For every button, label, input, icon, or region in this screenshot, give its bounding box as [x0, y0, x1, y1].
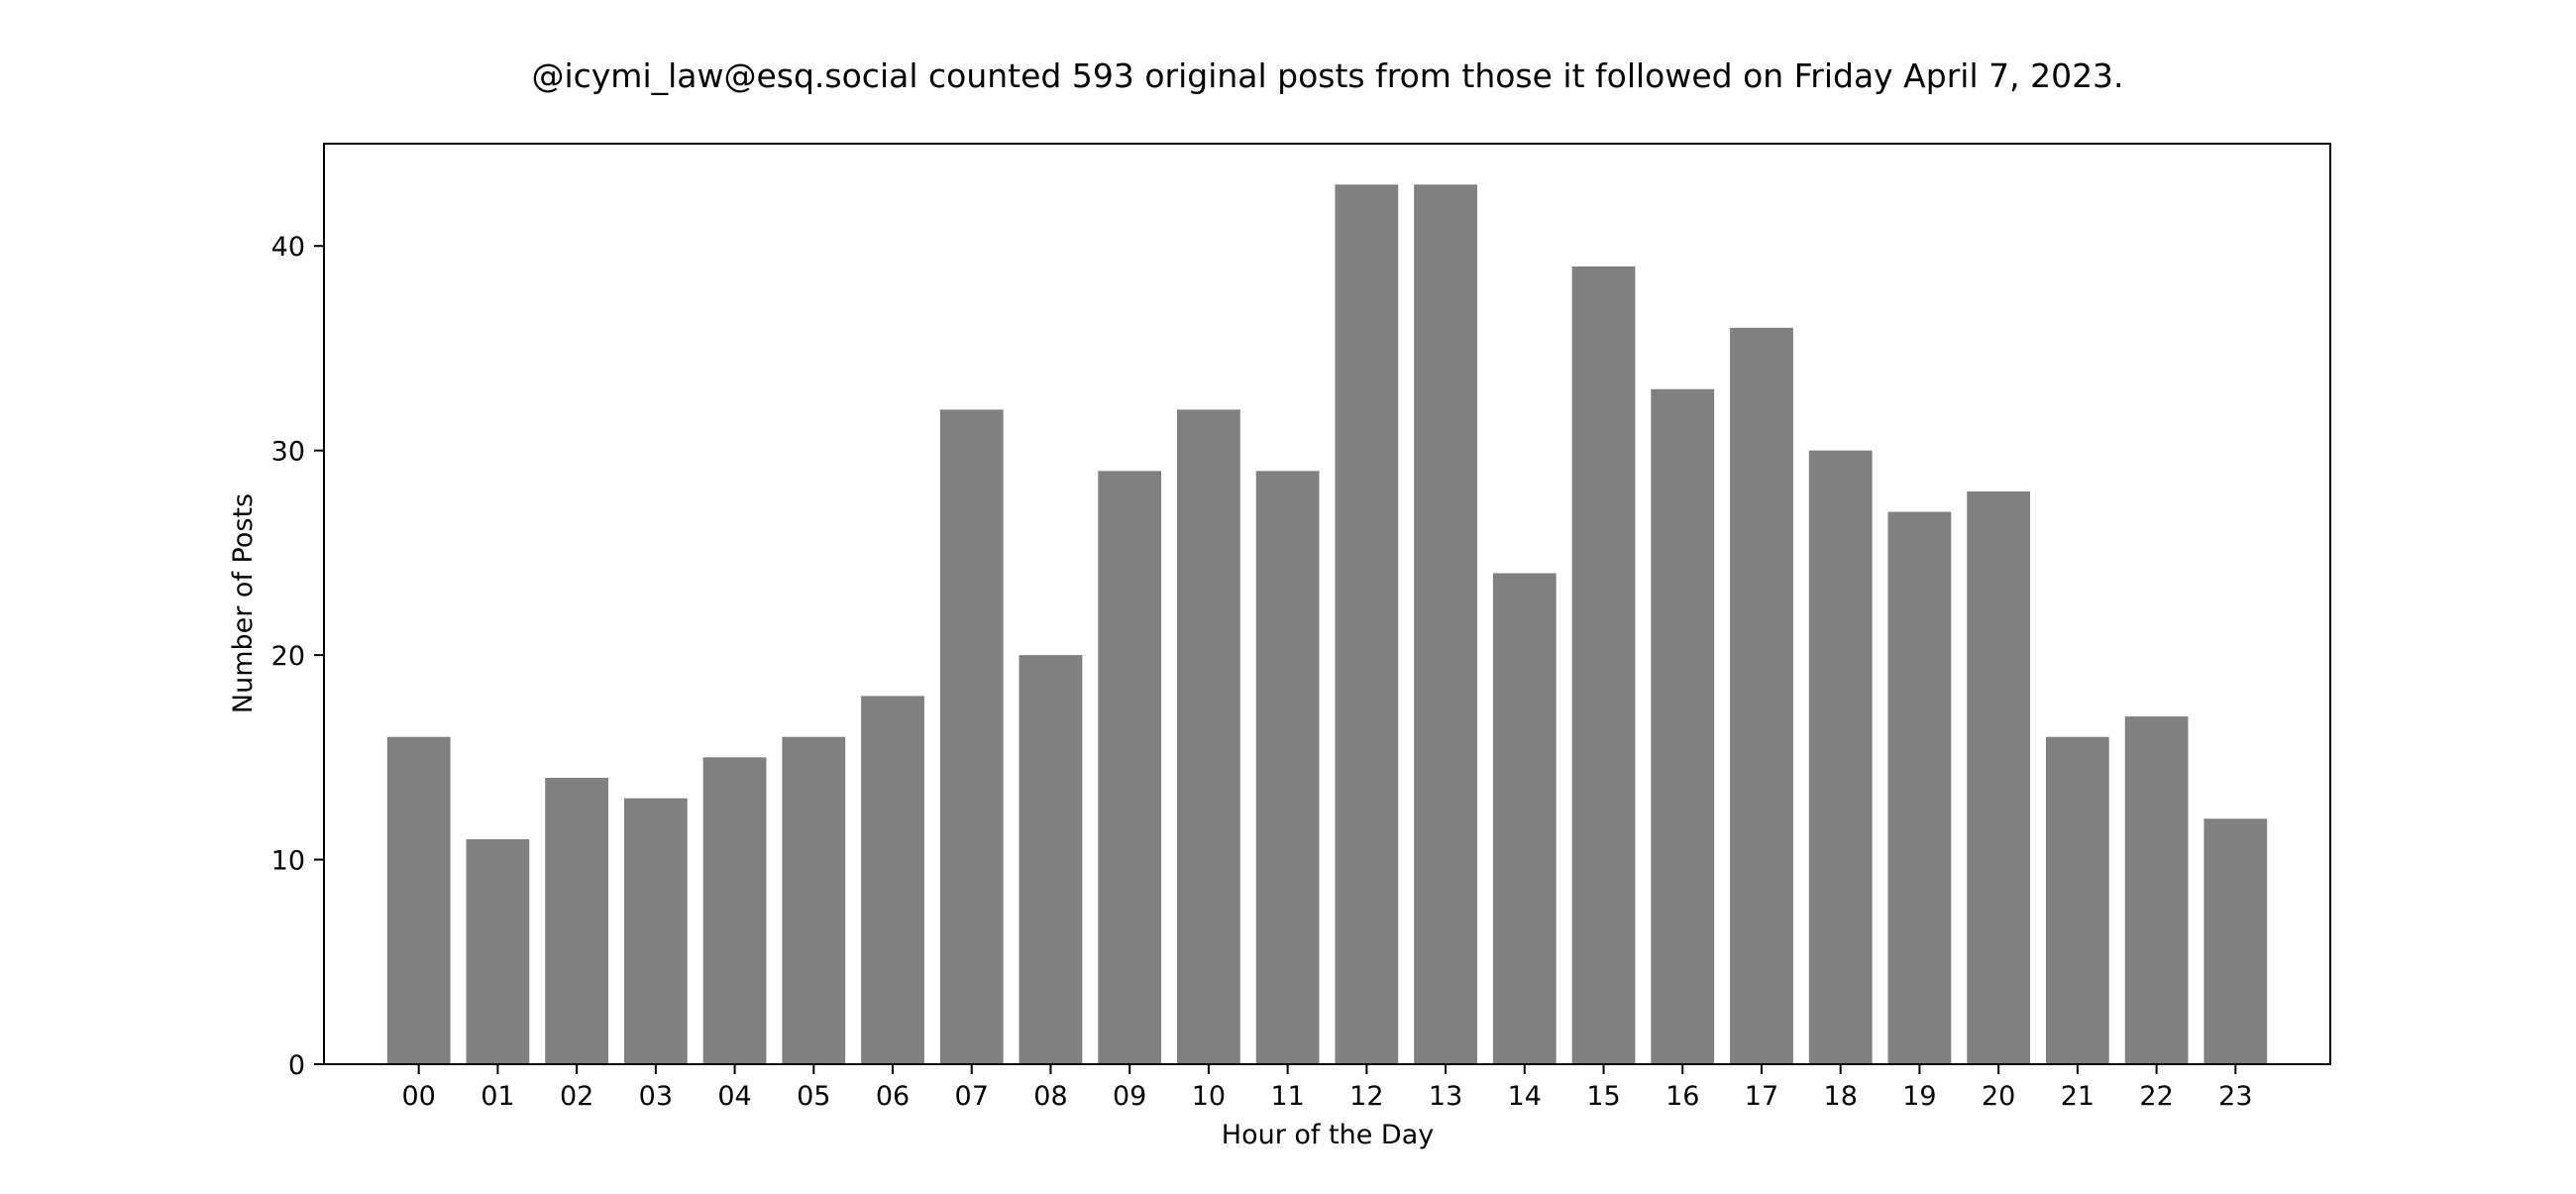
x-tick-label-08: 08	[1033, 1081, 1067, 1112]
bar-03	[623, 798, 688, 1064]
x-tick-label-16: 16	[1665, 1081, 1699, 1112]
bar-18	[1808, 450, 1873, 1065]
bar-19	[1887, 511, 1952, 1064]
bar-15	[1571, 266, 1636, 1064]
x-tick-label-00: 00	[401, 1081, 435, 1112]
y-axis-label: Number of Posts	[228, 493, 259, 713]
x-axis: 00 01 02 03 04 05 06 07 08 09 10 11 12 13 14 15 16 17 18 19…	[401, 1064, 2253, 1112]
bar-08	[1019, 655, 1083, 1064]
bar-11	[1255, 471, 1320, 1064]
bar-09	[1098, 471, 1162, 1064]
x-tick-label-11: 11	[1270, 1081, 1304, 1112]
bar-16	[1651, 388, 1715, 1064]
plot-frame	[323, 143, 2331, 1065]
bars-group	[386, 184, 2268, 1065]
y-tick-label-40: 40	[271, 232, 305, 263]
x-tick-label-21: 21	[2061, 1081, 2094, 1112]
x-tick-label-14: 14	[1508, 1081, 1542, 1112]
bar-12	[1335, 184, 1399, 1065]
y-axis: 0 10 20 30 40	[271, 232, 324, 1081]
x-tick-label-13: 13	[1429, 1081, 1462, 1112]
x-tick-label-23: 23	[2218, 1081, 2252, 1112]
bar-23	[2203, 818, 2268, 1064]
x-tick-label-05: 05	[797, 1081, 830, 1112]
x-tick-label-03: 03	[639, 1081, 673, 1112]
y-tick-label-0: 0	[288, 1050, 305, 1081]
bar-22	[2124, 716, 2189, 1064]
x-tick-label-20: 20	[1982, 1081, 2015, 1112]
bar-14	[1492, 573, 1556, 1064]
y-tick-label-10: 10	[271, 846, 305, 877]
x-tick-label-18: 18	[1824, 1081, 1858, 1112]
y-tick-label-30: 30	[271, 437, 305, 468]
x-tick-label-17: 17	[1745, 1081, 1778, 1112]
bar-00	[386, 736, 451, 1064]
x-tick-label-01: 01	[481, 1081, 514, 1112]
bar-10	[1177, 409, 1240, 1064]
x-tick-label-04: 04	[717, 1081, 751, 1112]
bar-04	[702, 757, 767, 1064]
x-tick-label-15: 15	[1586, 1081, 1620, 1112]
x-tick-label-07: 07	[955, 1081, 989, 1112]
x-tick-label-22: 22	[2139, 1081, 2173, 1112]
x-tick-label-02: 02	[560, 1081, 593, 1112]
bar-13	[1414, 184, 1477, 1065]
bar-07	[939, 409, 1004, 1064]
x-tick-label-12: 12	[1349, 1081, 1383, 1112]
bar-02	[545, 777, 609, 1064]
bar-01	[466, 838, 530, 1064]
bar-05	[782, 736, 846, 1064]
x-tick-label-06: 06	[876, 1081, 910, 1112]
x-tick-label-19: 19	[1902, 1081, 1936, 1112]
bar-20	[1967, 490, 2031, 1064]
bar-06	[861, 696, 924, 1064]
x-tick-label-10: 10	[1192, 1081, 1226, 1112]
bar-21	[2045, 736, 2109, 1064]
x-axis-label: Hour of the Day	[1222, 1120, 1434, 1150]
chart-title: @icymi_law@esq.social counted 593 origin…	[531, 56, 2123, 95]
bar-17	[1730, 327, 1793, 1064]
x-tick-label-09: 09	[1113, 1081, 1146, 1112]
y-tick-label-20: 20	[271, 641, 305, 672]
